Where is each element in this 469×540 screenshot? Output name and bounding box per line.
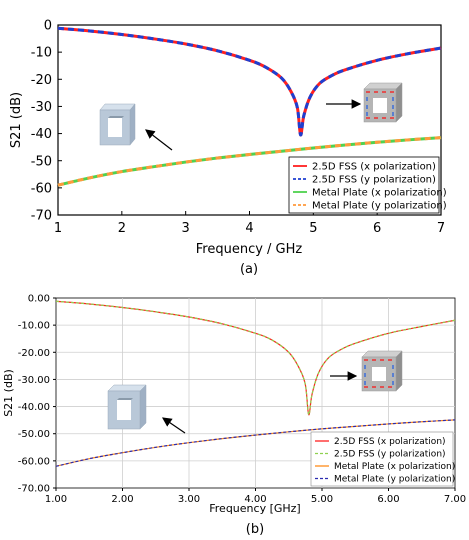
x-tick-label: 6.00 xyxy=(377,494,399,505)
legend-label: 2.5D FSS (x polarization) xyxy=(312,162,436,173)
panel-label: (a) xyxy=(240,262,258,277)
x-tick-label: 7 xyxy=(437,221,445,236)
x-tick-label: 5.00 xyxy=(311,494,333,505)
fss-unit-cell-inset-icon xyxy=(363,82,403,123)
legend-label: Metal Plate (y polarization) xyxy=(312,201,447,212)
y-tick-label: 0.00 xyxy=(28,294,50,305)
y-tick-label: -10.00 xyxy=(18,321,50,332)
legend-label: Metal Plate (x polarization) xyxy=(334,462,455,472)
legend-box xyxy=(310,431,454,487)
x-tick-label: 1.00 xyxy=(45,494,67,505)
x-tick-label: 2.00 xyxy=(111,494,133,505)
legend: 2.5D FSS (x polarization) 2.5D FSS (y pol… xyxy=(310,431,455,487)
y-tick-label: -20.00 xyxy=(18,348,50,359)
y-tick-label: -30.00 xyxy=(18,375,50,386)
legend-label: 2.5D FSS (y polarization) xyxy=(312,175,436,186)
chart-panel-b: 1.00 2.00 3.00 4.00 5.00 6.00 7.00 0.00 -10.00 -2… xyxy=(2,294,466,538)
pointer-arrow xyxy=(162,417,186,434)
y-tick-label: -60 xyxy=(31,181,52,196)
x-tick-label: 2 xyxy=(118,221,126,236)
y-tick-label: -60.00 xyxy=(18,456,50,467)
y-tick-label: 0 xyxy=(44,19,52,34)
axis-ticks: 1 2 3 4 5 6 7 0 -10 -20 -30 -40 -50 -60 -70 xyxy=(31,19,445,236)
series-group xyxy=(57,26,442,187)
x-tick-label: 3 xyxy=(182,221,190,236)
legend-label: Metal Plate (y polarization) xyxy=(334,475,455,485)
legend-label: 2.5D FSS (y polarization) xyxy=(334,450,446,460)
series-line-2 xyxy=(55,300,456,416)
x-tick-label: 3.00 xyxy=(178,494,200,505)
series-group xyxy=(55,300,456,467)
y-tick-label: -20 xyxy=(31,73,52,88)
chart-panel-a: 1 2 3 4 5 6 7 0 -10 -20 -30 -40 -50 -60 -70 xyxy=(9,19,447,277)
y-tick-label: -40 xyxy=(31,127,52,142)
x-tick-label: 1 xyxy=(54,221,62,236)
y-tick-label: -10 xyxy=(31,46,52,61)
y-tick-label: -50.00 xyxy=(18,429,50,440)
x-tick-label: 4.00 xyxy=(244,494,266,505)
x-tick-label: 4 xyxy=(245,221,253,236)
legend-box xyxy=(288,156,440,214)
y-axis-label: S21 (dB) xyxy=(2,369,15,417)
y-tick-label: -50 xyxy=(31,154,52,169)
x-tick-label: 7.00 xyxy=(444,494,466,505)
x-tick-label: 6 xyxy=(373,221,381,236)
legend: 2.5D FSS (x polarization) 2.5D FSS (y pol… xyxy=(288,156,447,214)
panel-label: (b) xyxy=(246,522,264,537)
metal-plate-inset-icon xyxy=(99,103,136,146)
x-tick-label: 5 xyxy=(309,221,317,236)
axis-ticks: 1.00 2.00 3.00 4.00 5.00 6.00 7.00 0.00 -10.00 -2… xyxy=(18,294,466,506)
fss-unit-cell-inset-icon xyxy=(361,350,403,392)
pointer-arrow xyxy=(145,129,173,151)
y-tick-label: -30 xyxy=(31,100,52,115)
y-axis-label: S21 (dB) xyxy=(9,92,24,148)
series-line-1 xyxy=(57,26,442,137)
legend-label: Metal Plate (x polarization) xyxy=(312,188,447,199)
metal-plate-inset-icon xyxy=(107,384,147,430)
y-tick-label: -70.00 xyxy=(18,484,50,495)
y-tick-label: -40.00 xyxy=(18,402,50,413)
x-axis-label: Frequency [GHz] xyxy=(209,502,300,515)
y-tick-label: -70 xyxy=(31,209,52,224)
legend-label: 2.5D FSS (x polarization) xyxy=(334,437,446,447)
series-line-4 xyxy=(55,419,456,467)
series-line-4 xyxy=(57,136,442,187)
x-axis-label: Frequency / GHz xyxy=(196,242,303,257)
